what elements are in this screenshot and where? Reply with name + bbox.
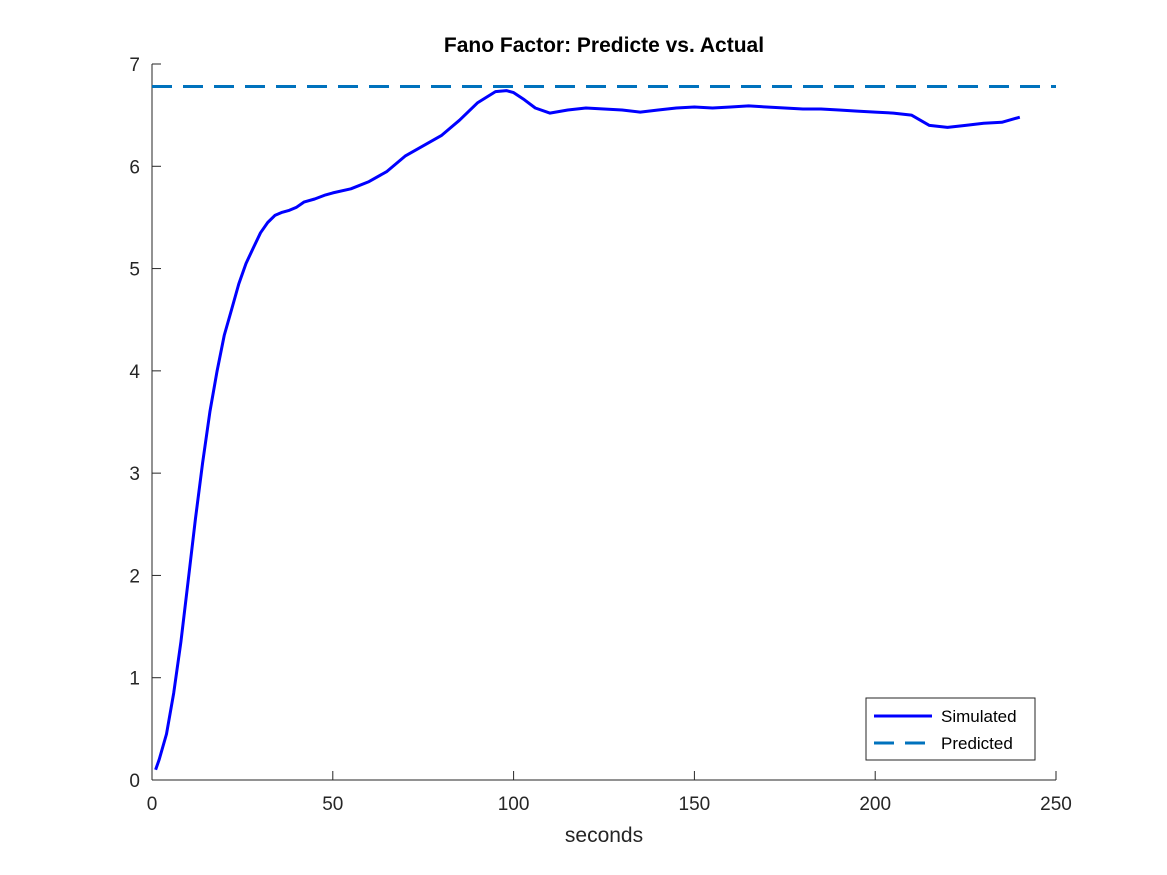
x-tick-label: 50 bbox=[322, 794, 343, 815]
y-tick-label: 0 bbox=[129, 771, 140, 792]
x-tick-label: 250 bbox=[1040, 794, 1072, 815]
series-layer bbox=[152, 85, 1056, 771]
y-tick-label: 3 bbox=[129, 464, 140, 485]
legend-label-simulated: Simulated bbox=[941, 707, 1017, 726]
x-axis-label: seconds bbox=[565, 824, 643, 847]
chart-title: Fano Factor: Predicte vs. Actual bbox=[444, 34, 764, 57]
y-tick-label: 1 bbox=[129, 669, 140, 690]
y-axis-ticks: 0 1 2 3 4 5 6 7 bbox=[129, 55, 161, 792]
x-tick-label: 0 bbox=[147, 794, 158, 815]
x-tick-label: 150 bbox=[679, 794, 711, 815]
legend-box bbox=[865, 697, 1036, 761]
x-tick-label: 200 bbox=[859, 794, 891, 815]
series-line-simulated bbox=[154, 89, 1021, 771]
legend: Simulated Predicted bbox=[865, 697, 1036, 761]
plot-area: 0 1 2 3 4 5 6 7 0 50 100 150 200 250 bbox=[129, 55, 1071, 815]
y-tick-label: 2 bbox=[129, 566, 140, 587]
y-tick-label: 5 bbox=[129, 260, 140, 281]
y-tick-label: 7 bbox=[129, 55, 140, 76]
y-tick-label: 6 bbox=[129, 157, 140, 178]
legend-label-predicted: Predicted bbox=[941, 734, 1013, 753]
y-tick-label: 4 bbox=[129, 362, 140, 383]
x-tick-label: 100 bbox=[498, 794, 530, 815]
x-axis-ticks: 0 50 100 150 200 250 bbox=[147, 771, 1072, 815]
